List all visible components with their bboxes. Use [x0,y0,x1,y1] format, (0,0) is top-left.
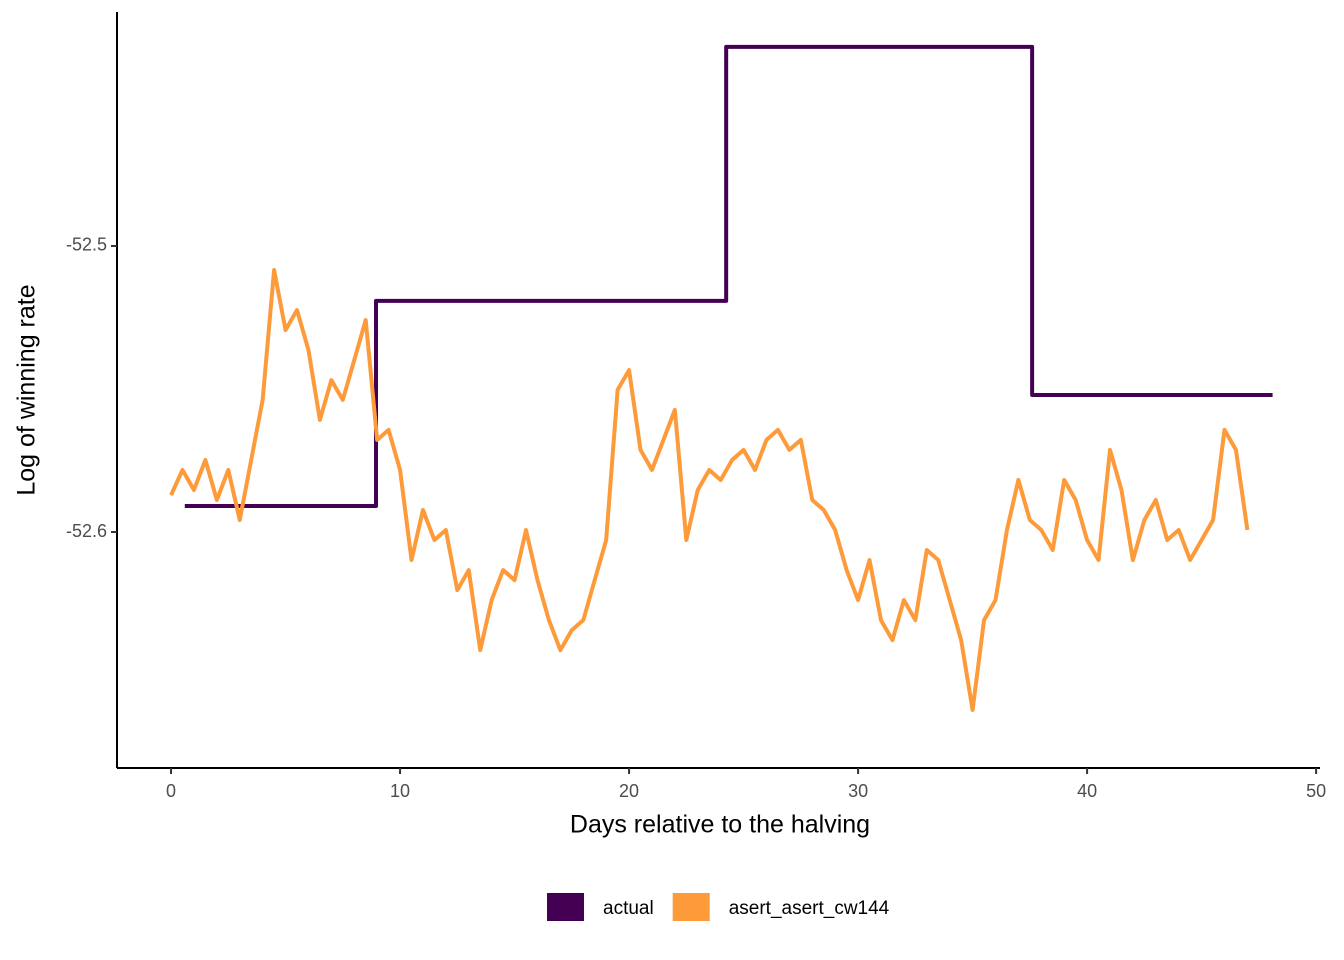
x-axis-label: Days relative to the halving [570,811,870,839]
x-tick-label: 20 [619,781,639,801]
legend-swatch [547,893,584,921]
legend-swatch [672,893,710,921]
series-line [169,268,1250,712]
legend-label: actual [603,898,654,919]
x-tick-label: 50 [1306,781,1326,801]
legend-label: asert_asert_cw144 [729,898,890,919]
x-tick-label: 30 [848,781,868,801]
x-tick-label: 40 [1077,781,1097,801]
y-tick-label: -52.5 [66,235,107,255]
y-axis-label: Log of winning rate [13,284,41,495]
series-line [184,44,1273,508]
x-tick-label: 10 [390,781,410,801]
y-tick-label: -52.6 [66,521,107,541]
x-tick-label: 0 [166,781,176,801]
